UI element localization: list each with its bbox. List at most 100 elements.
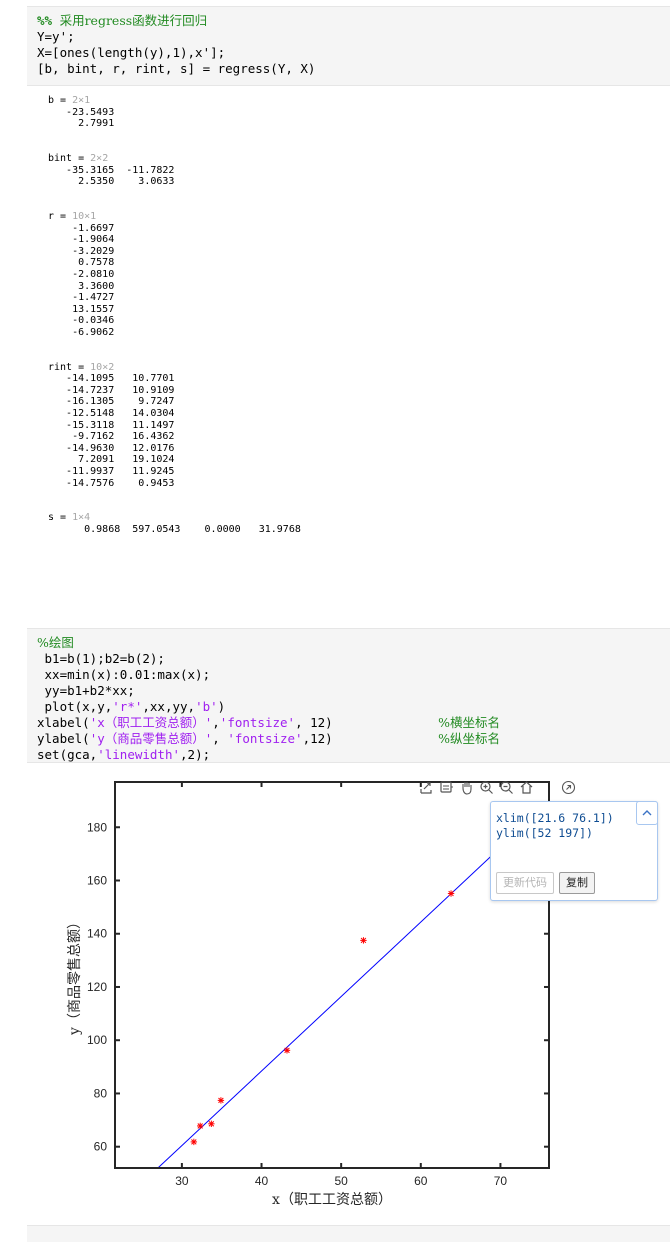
code-line[interactable]: ylabel('y（商品零售总额）', 'fontsize',12) %纵坐标名 <box>27 731 670 747</box>
output-row: 2.7991 <box>48 118 115 130</box>
chevron-up-icon <box>642 810 652 816</box>
code-line[interactable]: yy=b1+b2*xx; <box>27 683 670 699</box>
zoom-in-icon[interactable] <box>478 779 495 796</box>
open-figure-icon[interactable] <box>560 779 577 796</box>
output-var-s: s = 1×4 <box>48 512 301 524</box>
var-label: b = <box>48 95 73 106</box>
output-gap <box>48 536 301 548</box>
axes-box <box>114 781 550 1169</box>
output-row: 0.9868 597.0543 0.0000 31.9768 <box>48 523 301 535</box>
output-gap <box>48 188 301 200</box>
home-icon[interactable] <box>518 779 535 796</box>
var-dims: 10×1 <box>72 210 97 222</box>
output-gap <box>48 350 301 362</box>
code-token: ,2); <box>180 747 211 762</box>
var-label: r = <box>48 210 73 222</box>
y-tick-label: 60 <box>94 1140 108 1154</box>
output-gap <box>48 501 301 513</box>
data-point <box>197 1122 204 1130</box>
output-row: 2.5350 3.0633 <box>48 176 175 188</box>
code-token: %% <box>37 13 60 28</box>
code-line[interactable]: b1=b(1);b2=b(2); <box>27 651 670 667</box>
code-token: xlabel( <box>37 715 90 730</box>
code-line[interactable]: plot(x,y,'r*',xx,yy,'b') <box>27 699 670 715</box>
update-code-button[interactable]: 更新代码 <box>496 872 554 894</box>
code-token: 'fontsize' <box>227 731 303 746</box>
output-row: -14.7576 0.9453 <box>48 477 175 489</box>
output-row: -9.7162 16.4362 <box>48 431 175 443</box>
data-point <box>447 890 455 897</box>
code-token: xx=min(x):0.01:max(x); <box>37 667 211 682</box>
code-token: 'b' <box>195 699 218 714</box>
regression-chart[interactable]: 30 40 50 60 70 60 80 100 120 140 160 180 x（职工工资总额） y（… <box>27 772 670 1218</box>
x-tick-label: 60 <box>414 1174 428 1188</box>
figure-panel: 30 40 50 60 70 60 80 100 120 140 160 180 x（职工工资总额） y（… <box>27 772 670 1218</box>
y-tick-label: 140 <box>87 927 107 941</box>
code-token: %绘图 <box>37 635 74 650</box>
output-row: -1.9064 <box>48 234 115 246</box>
code-token: , 12) <box>295 715 439 730</box>
code-line[interactable]: xx=min(x):0.01:max(x); <box>27 667 670 683</box>
copy-button[interactable]: 复制 <box>559 872 595 894</box>
output-row: -1.6697 <box>48 222 115 234</box>
output-var-bint: bint = 2×2 <box>48 153 301 165</box>
code-line[interactable]: [b, bint, r, rint, s] = regress(Y, X) <box>27 61 670 77</box>
code-line[interactable]: xlabel('x（职工工资总额）','fontsize', 12) %横坐标名 <box>27 715 670 731</box>
code-line[interactable]: %绘图 <box>27 635 670 651</box>
x-tick-label: 40 <box>255 1174 269 1188</box>
pan-icon[interactable] <box>458 779 475 796</box>
y-axis-label: y（商品零售总额） <box>67 915 83 1036</box>
data-point <box>190 1138 198 1146</box>
output-row: -0.0346 <box>48 315 115 327</box>
output-gap <box>48 338 301 350</box>
code-line[interactable]: Y=y'; <box>27 29 670 45</box>
code-token: ,xx,yy, <box>142 699 196 714</box>
output-row: -6.9062 <box>48 326 115 338</box>
code-token: 'fontsize' <box>219 715 296 730</box>
code-token: yy=b1+b2*xx; <box>37 683 135 698</box>
var-label: rint = <box>48 361 91 373</box>
output-row: -23.5493 <box>48 106 115 118</box>
output-row: -3.2029 <box>48 245 115 257</box>
code-line[interactable]: X=[ones(length(y),1),x']; <box>27 45 670 61</box>
output-row: -14.1095 10.7701 <box>48 373 175 385</box>
next-code-block[interactable] <box>27 1225 670 1242</box>
code-token: ) <box>217 699 226 714</box>
output-var-b: b = 2×1 <box>48 95 301 107</box>
code-block-regress[interactable]: %% 采用regress函数进行回归 Y=y'; X=[ones(length(y)… <box>27 6 670 86</box>
output-row: -2.0810 <box>48 268 115 280</box>
var-label: bint = <box>48 152 91 164</box>
output-row: 0.7578 <box>48 257 115 269</box>
collapse-popup-button[interactable] <box>636 801 658 825</box>
output-var-rint: rint = 10×2 <box>48 362 301 374</box>
y-tick-label: 120 <box>87 980 107 994</box>
code-token: 'x（职工工资总额）' <box>89 715 213 730</box>
code-token: %纵坐标名 <box>438 731 500 746</box>
ylim-code: ylim([52 197]) <box>496 826 593 840</box>
code-token: , <box>212 715 220 730</box>
export-icon[interactable] <box>418 779 435 796</box>
data-tips-icon[interactable] <box>438 779 455 796</box>
output-gap <box>48 489 301 501</box>
output-row: -35.3165 -11.7822 <box>48 164 175 176</box>
code-token: Y=y'; <box>37 29 75 44</box>
code-line[interactable]: %% 采用regress函数进行回归 <box>27 13 670 29</box>
y-tick-label: 80 <box>94 1086 108 1100</box>
output-row: 13.1557 <box>48 303 115 315</box>
data-point <box>217 1097 225 1104</box>
code-line[interactable]: set(gca,'linewidth',2); <box>27 747 670 763</box>
output-var-r: r = 10×1 <box>48 211 301 223</box>
code-token: 'y（商品零售总额）' <box>89 731 213 746</box>
var-dims: 2×1 <box>72 95 91 106</box>
code-token: %横坐标名 <box>438 715 500 730</box>
var-dims: 2×2 <box>90 152 109 164</box>
code-block-plot[interactable]: %绘图 b1=b(1);b2=b(2); xx=min(x):0.01:max(… <box>27 628 670 763</box>
y-tick-label: 160 <box>87 873 107 887</box>
output-row: -1.4727 <box>48 292 115 304</box>
var-dims: 1×4 <box>72 512 91 524</box>
code-token: 采用regress函数进行回归 <box>59 13 208 28</box>
zoom-out-icon[interactable] <box>498 779 515 796</box>
command-output: b = 2×1 -23.5493 2.7991 bint = 2×2 -35.31… <box>48 95 301 547</box>
output-gap <box>48 130 301 142</box>
var-label: s = <box>48 512 73 524</box>
